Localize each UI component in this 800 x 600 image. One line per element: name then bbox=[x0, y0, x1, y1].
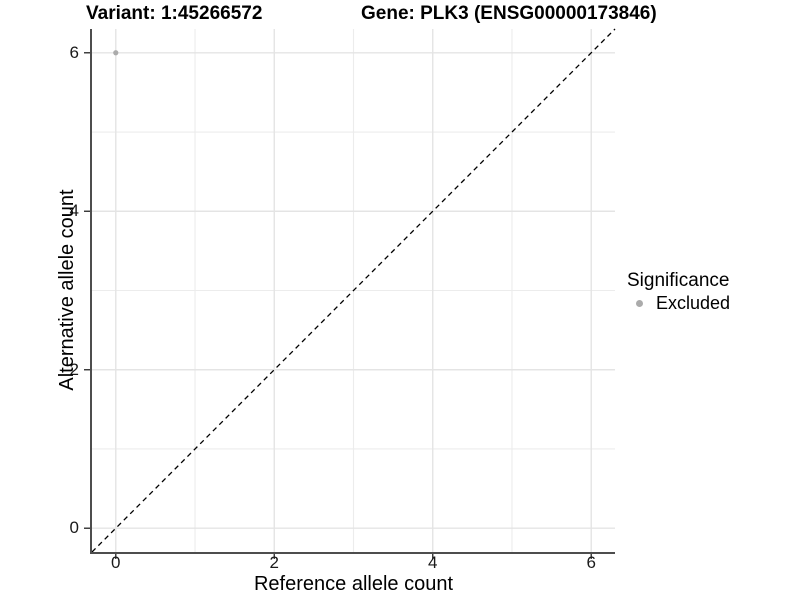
x-tick-label: 2 bbox=[269, 553, 279, 572]
gene-title: Gene: PLK3 (ENSG00000173846) bbox=[361, 3, 657, 24]
x-tick-label: 6 bbox=[586, 553, 596, 572]
y-axis-title: Alternative allele count bbox=[56, 189, 78, 391]
legend-item: Excluded bbox=[627, 293, 797, 313]
legend: Significance Excluded bbox=[627, 270, 797, 313]
x-axis-title: Reference allele count bbox=[253, 573, 453, 595]
legend-items: Excluded bbox=[627, 293, 797, 313]
legend-key-dot-icon bbox=[636, 299, 643, 307]
y-tick-label: 2 bbox=[69, 359, 79, 379]
data-point bbox=[113, 50, 119, 56]
y-tick-label: 0 bbox=[69, 518, 79, 538]
legend-item-label: Excluded bbox=[656, 293, 731, 313]
y-tick-label: 6 bbox=[69, 42, 79, 62]
x-tick-label: 4 bbox=[428, 553, 438, 572]
y-tick-label: 4 bbox=[69, 201, 79, 221]
variant-title: Variant: 1:45266572 bbox=[86, 3, 263, 24]
x-tick-label: 0 bbox=[111, 553, 121, 572]
identity-dashed-line bbox=[91, 28, 616, 553]
legend-title: Significance bbox=[627, 270, 730, 291]
